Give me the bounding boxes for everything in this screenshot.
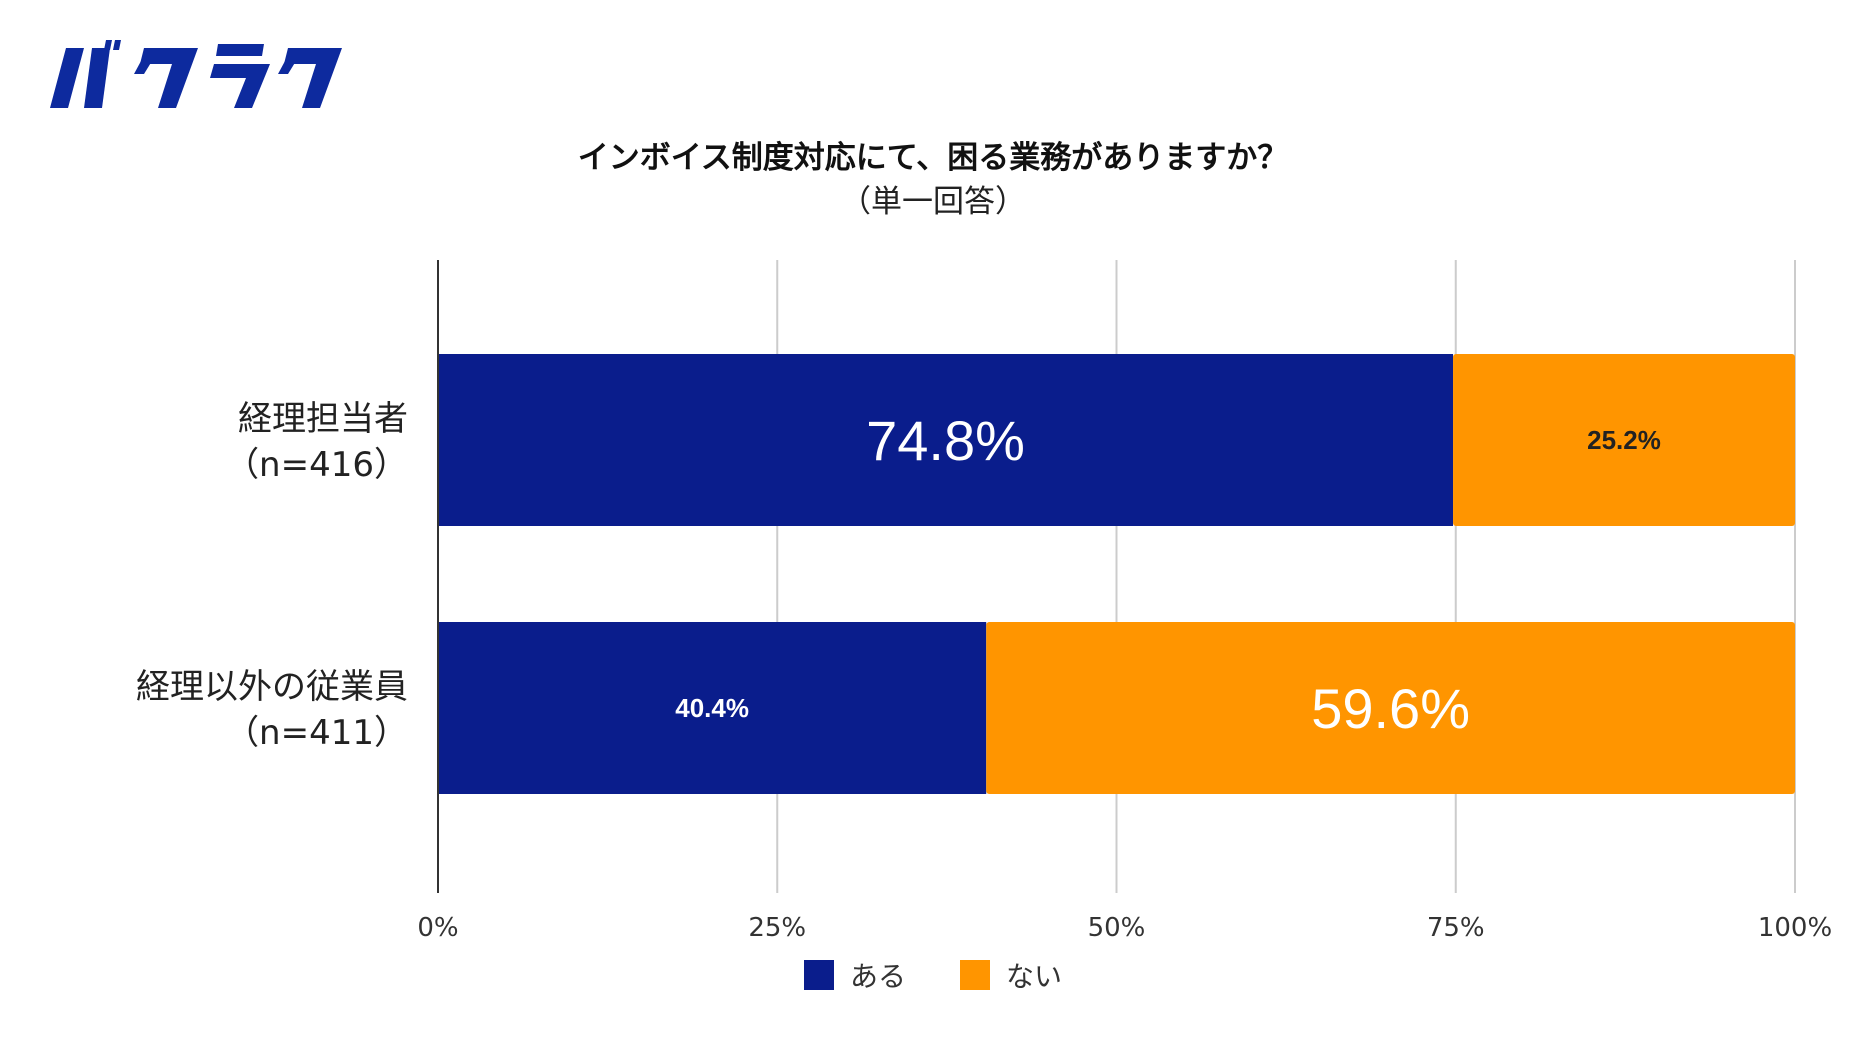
data-label: 59.6% (1311, 677, 1470, 740)
x-tick-label: 50% (1088, 913, 1146, 943)
chart-subtitle: （単一回答） (840, 184, 1026, 220)
x-tick-label: 25% (748, 913, 806, 943)
category-label: （n=416） (225, 445, 408, 485)
bar-segment (1453, 354, 1795, 526)
bar-segment (438, 622, 987, 794)
x-tick-label: 75% (1427, 913, 1485, 943)
chart-title: インボイス制度対応にて、困る業務がありますか？ (578, 140, 1289, 176)
category-label: （n=411） (225, 713, 408, 753)
category-label: 経理以外の従業員 (136, 667, 408, 707)
data-label: 74.8% (866, 409, 1025, 472)
legend-swatch (804, 960, 834, 990)
legend-label: ある (850, 960, 906, 993)
data-label: 25.2% (1587, 425, 1661, 455)
bar-segment (438, 354, 1454, 526)
bakuraku-logo (50, 40, 342, 108)
category-label: 経理担当者 (238, 399, 408, 439)
legend-label: ない (1006, 960, 1062, 993)
x-tick-label: 0% (417, 913, 458, 943)
x-tick-label: 100% (1758, 913, 1832, 943)
data-label: 40.4% (675, 693, 749, 723)
legend-swatch (960, 960, 990, 990)
bar-segment (986, 622, 1795, 794)
